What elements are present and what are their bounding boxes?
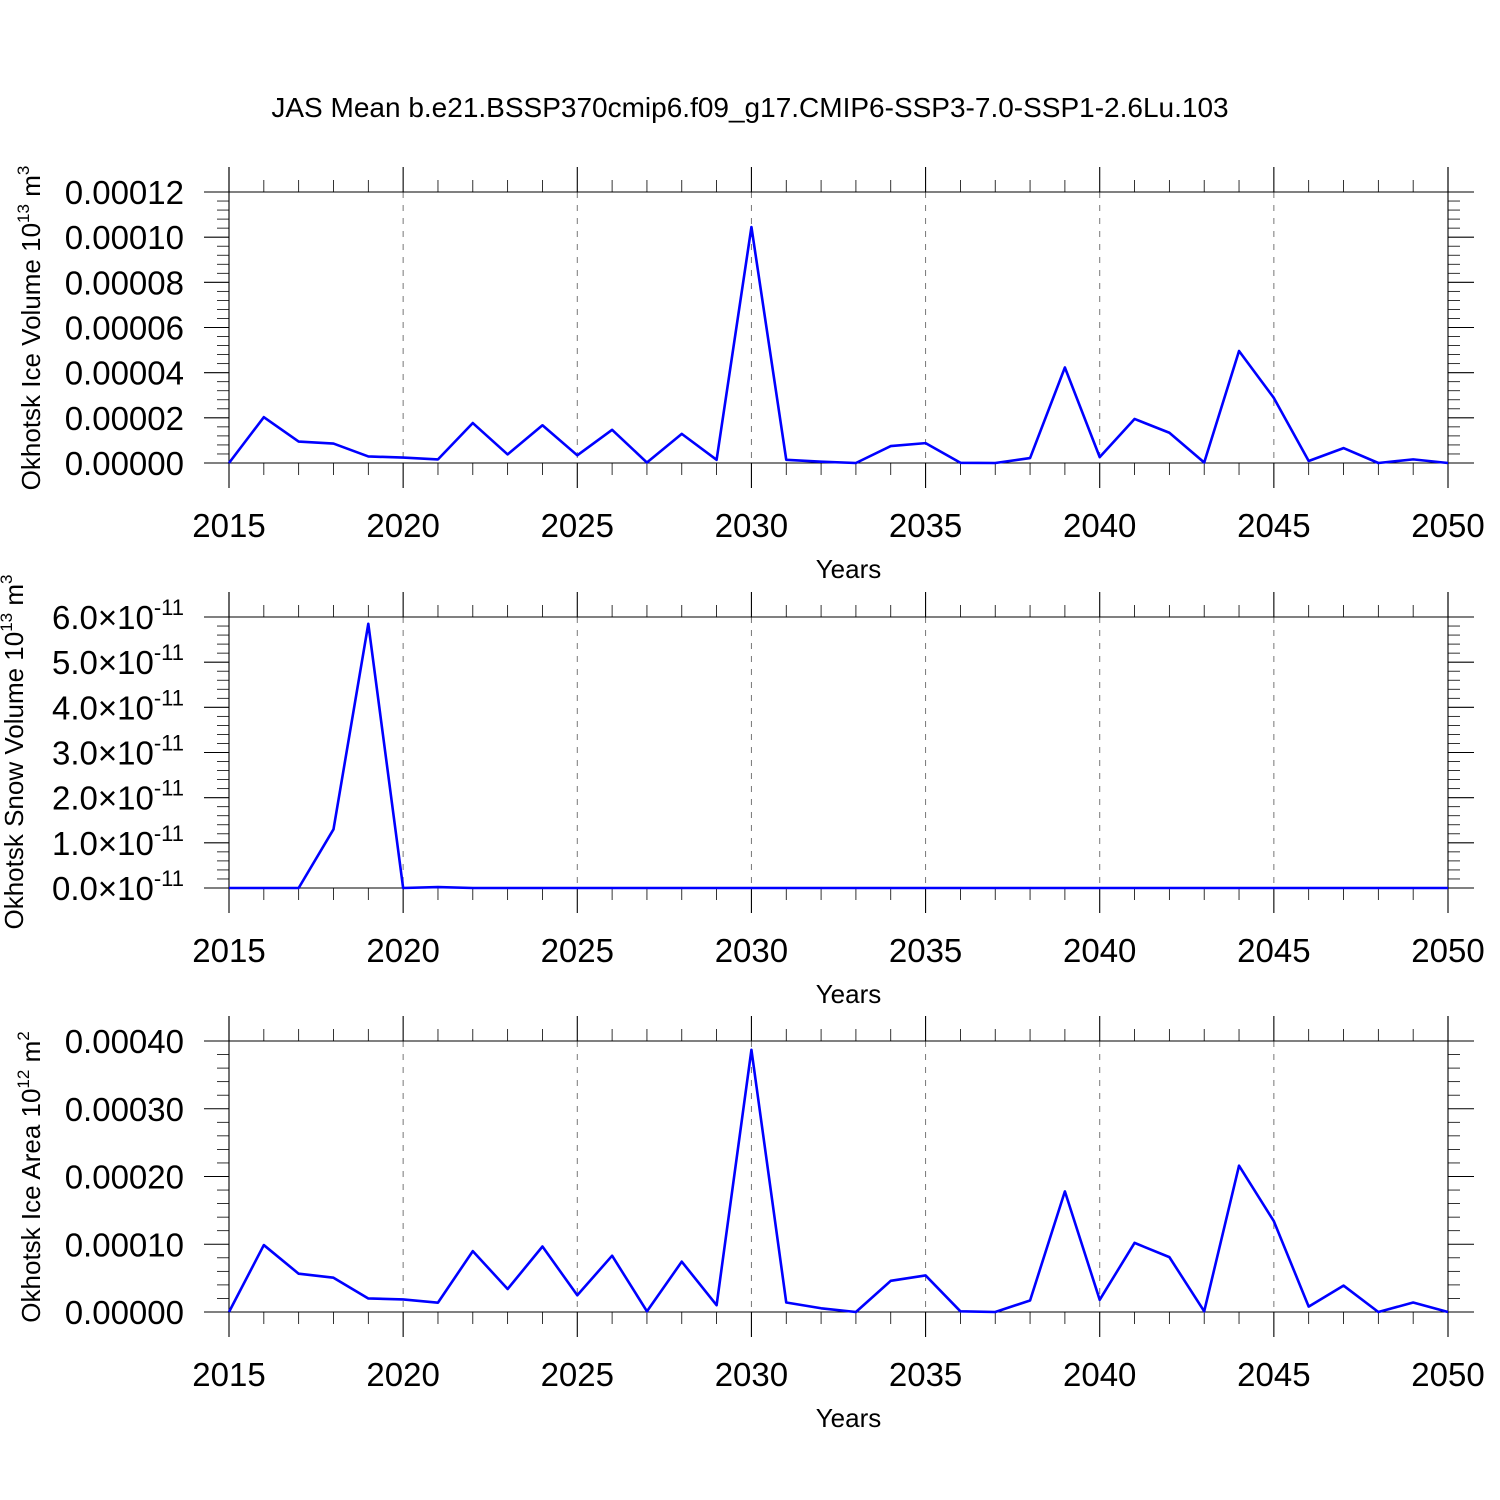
y-tick-label: 3.0×10-11 (52, 731, 184, 772)
y-tick-label: 0.00008 (65, 264, 184, 301)
x-tick-label: 2025 (541, 507, 614, 544)
x-tick-label: 2035 (889, 507, 962, 544)
x-tick-label: 2050 (1411, 1356, 1484, 1393)
y-axis-title: Okhotsk Ice Area 1012 m2 (14, 1031, 46, 1322)
x-tick-label: 2035 (889, 932, 962, 969)
x-tick-label: 2050 (1411, 932, 1484, 969)
x-tick-label: 2025 (541, 932, 614, 969)
y-tick-label: 0.00004 (65, 355, 184, 392)
x-tick-label: 2020 (366, 932, 439, 969)
x-axis-title: Years (816, 979, 882, 1009)
y-tick-label: 6.0×10-11 (52, 595, 184, 636)
y-tick-label: 0.00002 (65, 400, 184, 437)
x-tick-label: 2040 (1063, 932, 1136, 969)
y-tick-label: 4.0×10-11 (52, 685, 184, 726)
x-tick-label: 2030 (715, 1356, 788, 1393)
series-line (229, 622, 1448, 890)
series-line (227, 225, 1449, 465)
y-tick-label: 0.00010 (65, 1226, 184, 1263)
x-axis-title: Years (816, 554, 882, 584)
ice-volume-panel: 2015 2020 2025 2030 2035 2040 2045 2050 0.00000 0… (14, 166, 1485, 584)
x-tick-label: 2030 (715, 932, 788, 969)
x-tick-label: 2015 (192, 1356, 265, 1393)
x-tick-label: 2025 (541, 1356, 614, 1393)
chart-title: JAS Mean b.e21.BSSP370cmip6.f09_g17.CMIP… (271, 92, 1228, 123)
y-tick-label: 0.00040 (65, 1023, 184, 1060)
x-tick-label: 2045 (1237, 1356, 1310, 1393)
ice-area-panel: 2015 2020 2025 2030 2035 2040 2045 2050 0.00000 0… (14, 1016, 1485, 1433)
x-axis-title: Years (816, 1403, 882, 1433)
y-tick-label: 0.0×10-11 (52, 866, 184, 907)
x-tick-label: 2020 (366, 1356, 439, 1393)
y-tick-label: 0.00000 (65, 1294, 184, 1331)
y-tick-label: 0.00000 (65, 445, 184, 482)
y-axis-title: Okhotsk Ice Volume 1013 m3 (14, 166, 46, 491)
y-tick-label: 0.00006 (65, 310, 184, 347)
y-tick-label: 1.0×10-11 (52, 821, 184, 862)
y-tick-label: 0.00010 (65, 219, 184, 256)
series-line (227, 1048, 1449, 1314)
y-tick-label: 5.0×10-11 (52, 640, 184, 681)
y-axis-title: Okhotsk Snow Volume 1013 m3 (0, 575, 29, 930)
x-tick-label: 2040 (1063, 1356, 1136, 1393)
y-tick-label: 0.00020 (65, 1159, 184, 1196)
x-tick-label: 2030 (715, 507, 788, 544)
x-tick-label: 2045 (1237, 507, 1310, 544)
y-tick-label: 0.00030 (65, 1091, 184, 1128)
x-tick-label: 2035 (889, 1356, 962, 1393)
x-tick-label: 2020 (366, 507, 439, 544)
x-tick-label: 2015 (192, 932, 265, 969)
snow-volume-panel: 2015 2020 2025 2030 2035 2040 2045 2050 0.0×10-1… (0, 575, 1485, 1010)
y-tick-label: 2.0×10-11 (52, 776, 184, 817)
y-tick-label: 0.00012 (65, 174, 184, 211)
x-tick-label: 2015 (192, 507, 265, 544)
x-tick-label: 2040 (1063, 507, 1136, 544)
x-tick-label: 2050 (1411, 507, 1484, 544)
x-tick-label: 2045 (1237, 932, 1310, 969)
